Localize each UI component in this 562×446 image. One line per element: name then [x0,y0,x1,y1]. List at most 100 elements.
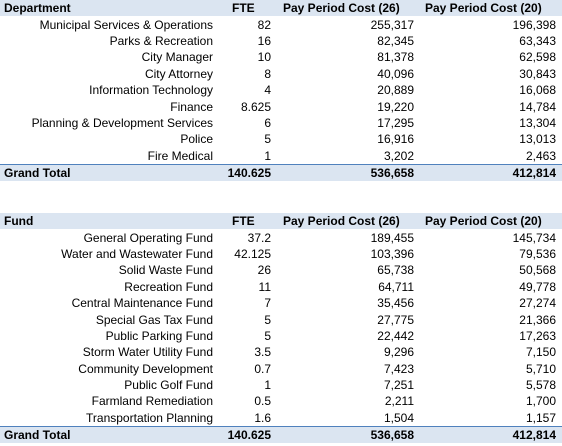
table-cell: 7,150 [525,345,556,360]
table-cell: FTE [218,0,276,17]
data-table: Department FTE Pay Period Cost (26) Pay Per… [0,0,562,182]
table-cell: 2,463 [525,148,556,163]
table-cell: 412,814 [418,163,562,182]
data-row: Community Development 0.7 7,423 5,710 [0,361,562,377]
table-cell: 62,598 [519,50,556,65]
table-cell: 16,916 [377,132,414,147]
table-cell: 7,251 [383,378,414,393]
table-cell: 30,843 [519,66,556,81]
table-cell: 19,220 [377,99,414,114]
table-cell: 49,778 [519,279,556,294]
table-cell: 5,710 [525,361,556,376]
table-cell: 42.125 [234,246,271,261]
table-cell: 5 [264,312,271,327]
table-cell: 6 [264,115,271,130]
table-cell: Water and Wastewater Fund [61,246,213,261]
table-cell: 145,734 [512,230,556,245]
table-cell: 5 [264,132,271,147]
table-cell: Fund [0,213,218,230]
table-cell: 536,658 [276,163,418,182]
table-cell: 0.5 [254,394,271,409]
table-cell: 13,304 [519,115,556,130]
table-cell: 81,378 [377,50,414,65]
table-cell: Solid Waste Fund [118,263,213,278]
table-cell: 8.625 [240,99,271,114]
table-cell: 63,343 [519,33,556,48]
table-cell: 1 [264,148,271,163]
header-row: Department FTE Pay Period Cost (26) Pay Per… [0,0,562,17]
table-cell: 64,711 [378,279,414,294]
table-cell: 4 [264,83,271,98]
table-cell: 21,366 [519,312,556,327]
data-row: Recreation Fund 11 64,711 49,778 [0,279,562,295]
table-cell: 1,504 [383,410,414,425]
table-cell: 9,296 [383,345,414,360]
table-cell: 11 [258,279,271,294]
table-cell: 50,568 [519,263,556,278]
table-cell: Special Gas Tax Fund [95,312,213,327]
data-row: Fire Medical 1 3,202 2,463 [0,148,562,165]
table-cell: Pay Period Cost (20) [418,0,562,17]
table-cell: Central Maintenance Fund [71,296,213,311]
table-cell: Information Technology [89,83,213,98]
table-cell: City Attorney [144,66,213,81]
data-row: Central Maintenance Fund 7 35,456 27,274 [0,295,562,311]
table-cell: 16 [257,33,271,48]
table-cell: 17,295 [377,115,414,130]
table-cell: Storm Water Utility Fund [82,345,213,360]
table-cell: General Operating Fund [83,230,213,245]
table-cell: FTE [218,213,276,230]
data-row: Police 5 16,916 13,013 [0,131,562,147]
table-cell: Farmland Remediation [91,394,213,409]
table-cell: Municipal Services & Operations [39,17,213,32]
table-cell: 412,814 [418,426,562,444]
table-cell: 189,455 [370,230,414,245]
table-cell: 22,442 [377,328,414,343]
data-row: Water and Wastewater Fund 42.125 103,396 79… [0,246,562,262]
table-cell: 16,068 [519,83,556,98]
data-row: City Attorney 8 40,096 30,843 [0,66,562,82]
data-row: General Operating Fund 37.2 189,455 145,734 [0,229,562,245]
table-cell: Grand Total [0,163,218,182]
header-row: Fund FTE Pay Period Cost (26) Pay Period Co… [0,213,562,230]
table-cell: 3.5 [254,345,271,360]
table-cell: 1.6 [254,410,271,425]
table-cell: Planning & Development Services [31,115,213,130]
data-row: Special Gas Tax Fund 5 27,775 21,366 [0,311,562,327]
table-cell: 5,578 [525,378,556,393]
table-cell: Transportation Planning [86,410,213,425]
table-cell: City Manager [141,50,213,65]
table-cell: 103,396 [370,246,414,261]
table-cell: 196,398 [512,17,556,32]
table-cell: 20,889 [377,83,414,98]
table-cell: Police [180,132,213,147]
table-cell: 26 [257,263,271,278]
table-cell: Recreation Fund [124,279,213,294]
table-cell: 1 [264,378,271,393]
table-cell: Pay Period Cost (26) [276,213,418,230]
table-cell: Pay Period Cost (20) [418,213,562,230]
data-row: Municipal Services & Operations 82 255,317… [0,16,562,32]
table-cell: Fire Medical [147,148,213,163]
table-cell: Parks & Recreation [109,33,213,48]
table-cell: 1,700 [525,394,556,409]
table-cell: 27,775 [377,312,414,327]
table-cell: 536,658 [276,426,418,444]
table-cell: 79,536 [519,246,556,261]
data-row: Solid Waste Fund 26 65,738 50,568 [0,262,562,278]
table-cell: 1,157 [525,410,556,425]
table-cell: 13,013 [519,132,556,147]
table-cell: 7 [264,296,271,311]
data-row: Information Technology 4 20,889 16,068 [0,82,562,98]
table-cell: 17,263 [519,328,556,343]
table-cell: 10 [257,50,271,65]
data-row: City Manager 10 81,378 62,598 [0,49,562,65]
table-cell: 7,423 [383,361,414,376]
data-row: Farmland Remediation 0.5 2,211 1,700 [0,393,562,409]
table-cell: Department [0,0,218,17]
table-cell: 0.7 [254,361,271,376]
table-cell: 2,211 [384,394,414,409]
table-cell: Pay Period Cost (26) [276,0,418,17]
table-cell: 27,274 [519,296,556,311]
